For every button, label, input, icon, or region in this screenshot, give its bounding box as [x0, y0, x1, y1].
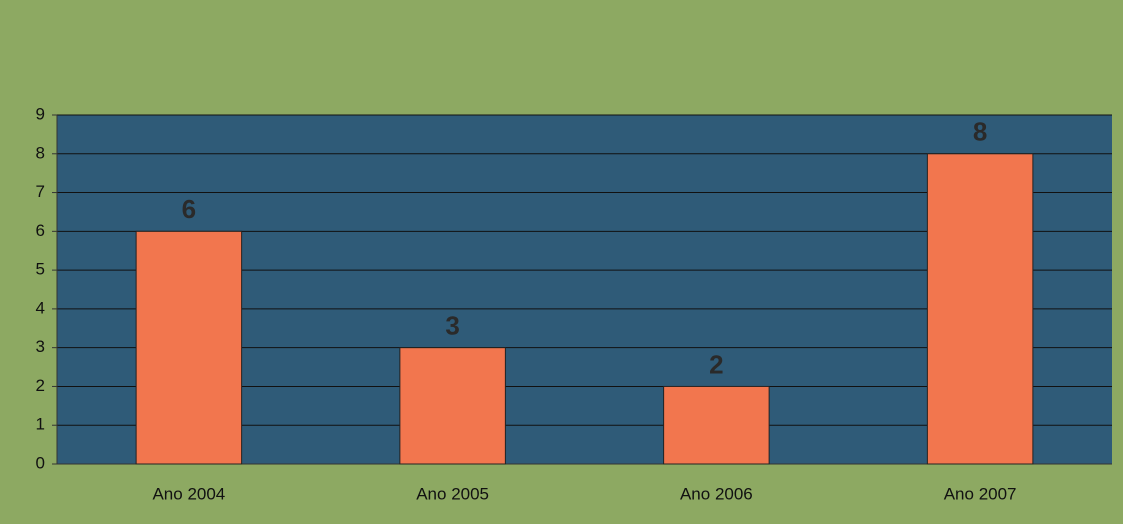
x-tick-label: Ano 2005 — [416, 484, 489, 503]
y-tick-label: 2 — [36, 376, 45, 395]
value-label: 6 — [182, 194, 196, 224]
y-tick-label: 9 — [36, 104, 45, 123]
bar — [399, 347, 506, 465]
y-tick-label: 4 — [36, 298, 45, 317]
x-tick-label: Ano 2007 — [944, 484, 1017, 503]
value-label: 2 — [709, 349, 723, 379]
y-tick-label: 7 — [36, 182, 45, 201]
y-tick-label: 5 — [36, 260, 45, 279]
x-tick-label: Ano 2006 — [680, 484, 753, 503]
value-label: 3 — [445, 311, 459, 341]
y-tick-label: 0 — [36, 453, 45, 472]
y-tick-label: 3 — [36, 337, 45, 356]
y-tick-label: 6 — [36, 221, 45, 240]
value-label: 8 — [973, 117, 987, 147]
x-tick-label: Ano 2004 — [152, 484, 225, 503]
y-tick-label: 1 — [36, 415, 45, 434]
bar — [926, 153, 1034, 465]
bar — [135, 230, 243, 465]
y-tick-label: 8 — [36, 143, 45, 162]
bar — [663, 385, 770, 465]
